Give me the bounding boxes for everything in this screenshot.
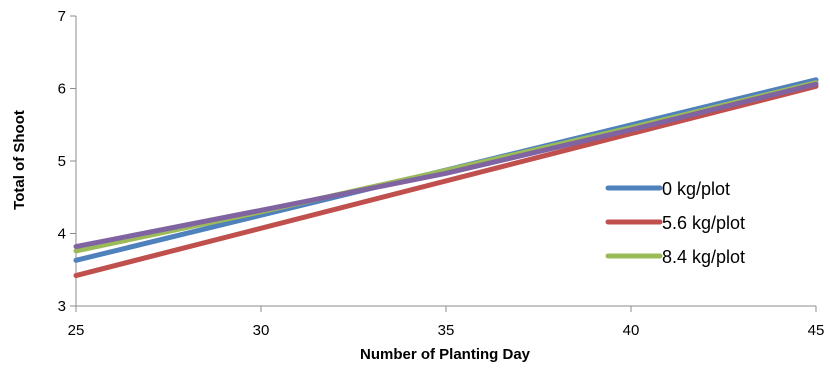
legend-label: 5.6 kg/plot bbox=[662, 213, 745, 233]
x-axis-title: Number of Planting Day bbox=[360, 346, 531, 363]
y-axis-title: Total of Shoot bbox=[11, 110, 28, 210]
y-tick-label: 6 bbox=[58, 81, 66, 98]
legend-label: 8.4 kg/plot bbox=[662, 247, 745, 267]
x-tick-label: 45 bbox=[808, 322, 825, 339]
x-tick-label: 25 bbox=[68, 322, 85, 339]
y-tick-label: 3 bbox=[58, 298, 66, 315]
legend: 0 kg/plot 5.6 kg/plot 8.4 kg/plot bbox=[605, 179, 745, 267]
legend-label: 0 kg/plot bbox=[662, 179, 730, 199]
series-line-4 bbox=[73, 81, 819, 250]
x-tick-label: 40 bbox=[623, 322, 640, 339]
series-lines bbox=[73, 77, 819, 279]
axes bbox=[70, 15, 817, 312]
x-tick-label: 30 bbox=[253, 322, 270, 339]
y-tick-label: 4 bbox=[58, 226, 66, 243]
series-line-5-6-kg-plot bbox=[73, 83, 819, 279]
y-tick-label: 7 bbox=[58, 8, 66, 25]
y-tick-label: 5 bbox=[58, 153, 66, 170]
x-tick-label: 35 bbox=[438, 322, 455, 339]
